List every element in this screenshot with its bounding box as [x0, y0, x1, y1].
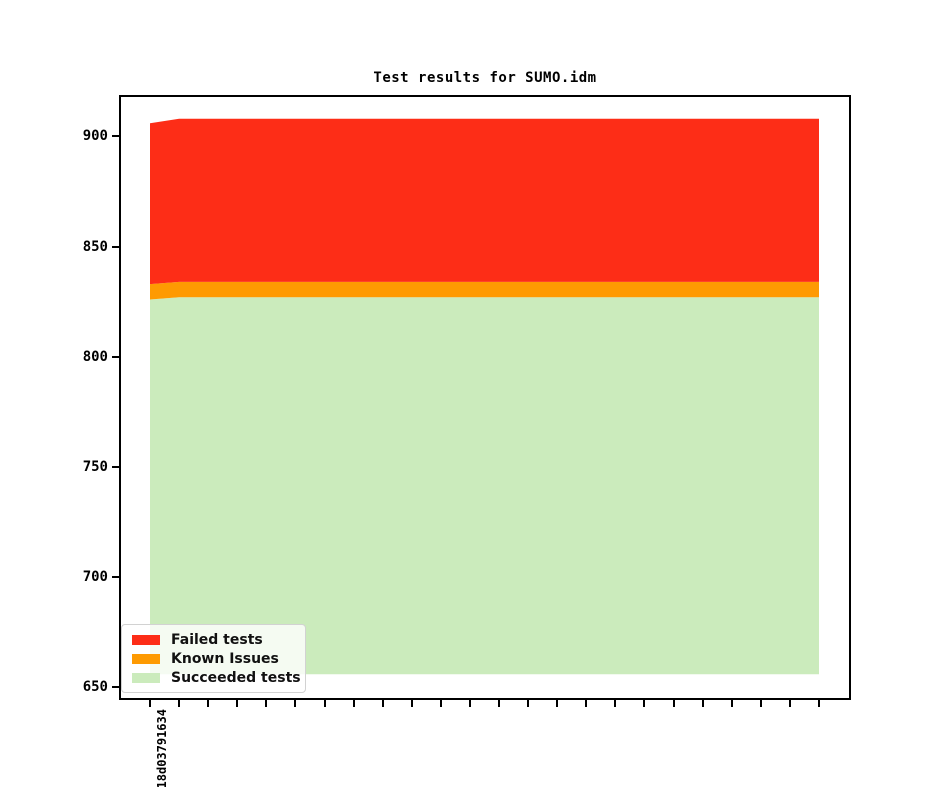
- x-tick-label: 18d03791634: [155, 709, 169, 787]
- chart-title: Test results for SUMO.idm: [373, 70, 597, 86]
- x-tick-mark: [701, 700, 704, 707]
- x-tick-mark: [323, 700, 326, 707]
- x-tick-mark: [818, 700, 820, 707]
- x-tick-mark: [410, 700, 413, 707]
- legend-label-failed: Failed tests: [171, 631, 263, 648]
- legend: Failed tests Known Issues Succeeded test…: [121, 624, 306, 693]
- x-tick-mark: [614, 700, 617, 707]
- succeeded-tests-area: [150, 297, 819, 675]
- failed-tests-swatch-icon: [132, 634, 160, 645]
- y-tick-label: 850: [82, 238, 108, 255]
- x-tick-mark: [643, 700, 646, 707]
- x-tick-mark: [556, 700, 559, 707]
- y-tick-mark: [112, 135, 119, 138]
- x-tick-mark: [236, 700, 239, 707]
- x-tick-mark: [294, 700, 297, 707]
- x-tick-mark: [585, 700, 588, 707]
- x-tick-mark: [730, 700, 733, 707]
- x-tick-mark: [672, 700, 675, 707]
- failed-tests-area: [150, 118, 819, 285]
- x-tick-mark: [527, 700, 530, 707]
- legend-entry-succeeded: Succeeded tests: [132, 668, 301, 687]
- y-tick-label: 650: [82, 679, 108, 696]
- x-tick-mark: [265, 700, 268, 707]
- x-tick-mark: [149, 700, 151, 707]
- legend-entry-known: Known Issues: [132, 649, 295, 668]
- y-tick-mark: [112, 576, 119, 579]
- x-tick-mark: [207, 700, 210, 707]
- y-tick-mark: [112, 355, 119, 358]
- y-tick-mark: [112, 466, 119, 469]
- legend-entry-failed: Failed tests: [132, 630, 295, 649]
- x-tick-mark: [759, 700, 762, 707]
- y-tick-label: 700: [82, 569, 108, 586]
- x-tick-mark: [178, 700, 181, 707]
- y-tick-label: 800: [82, 348, 108, 365]
- x-tick-mark: [498, 700, 501, 707]
- legend-label-known: Known Issues: [171, 650, 279, 667]
- x-tick-mark: [352, 700, 355, 707]
- y-tick-mark: [112, 245, 119, 248]
- x-tick-mark: [468, 700, 471, 707]
- x-tick-mark: [381, 700, 384, 707]
- y-tick-label: 900: [82, 128, 108, 145]
- known-issues-swatch-icon: [132, 653, 160, 664]
- stacked-area-chart: [150, 118, 819, 675]
- y-tick-label: 750: [82, 459, 108, 476]
- y-tick-mark: [112, 686, 119, 689]
- x-tick-mark: [788, 700, 791, 707]
- x-tick-mark: [439, 700, 442, 707]
- known-issues-area: [150, 281, 819, 300]
- succeeded-tests-swatch-icon: [132, 672, 160, 683]
- legend-label-succeeded: Succeeded tests: [171, 669, 301, 686]
